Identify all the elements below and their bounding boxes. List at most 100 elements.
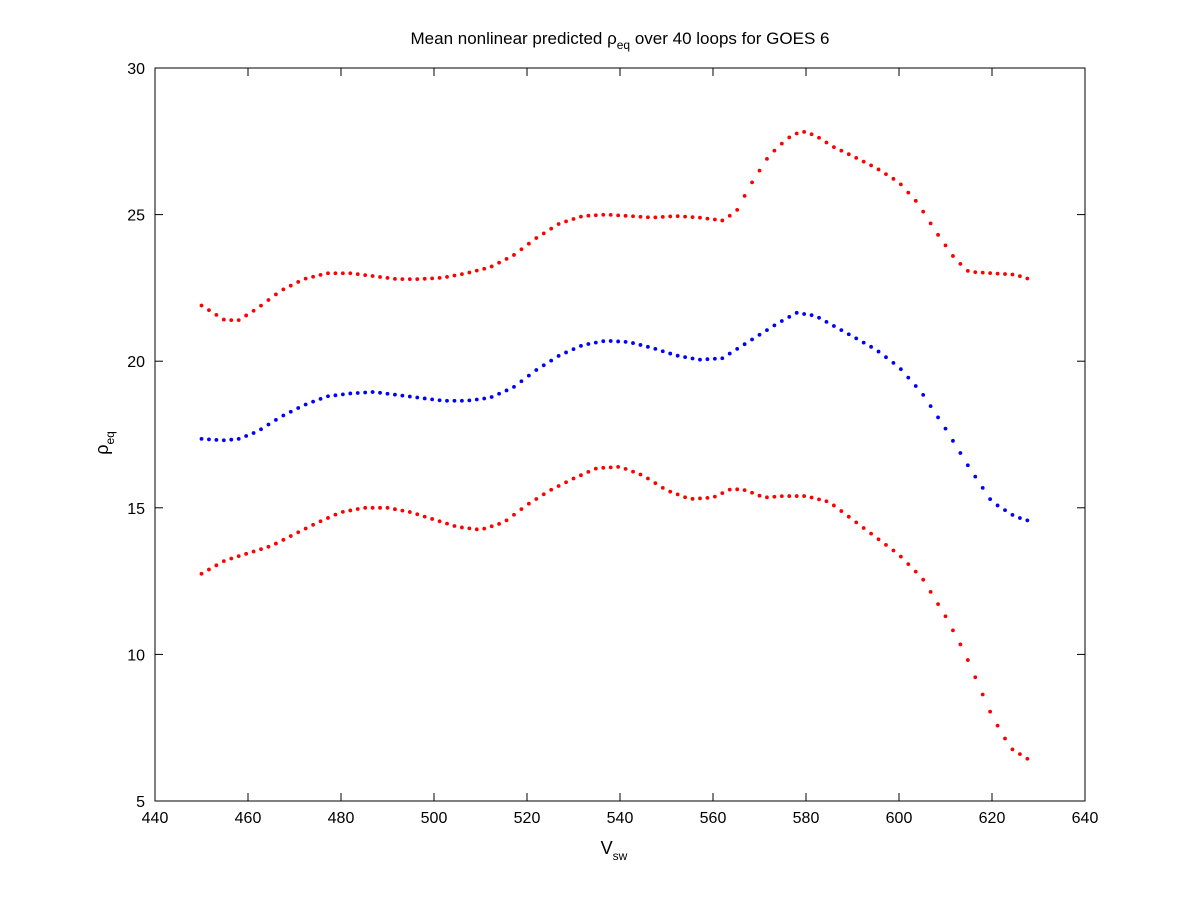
data-point-upper (474, 268, 479, 273)
data-point-lower (817, 497, 821, 502)
data-point-mean (846, 332, 851, 337)
data-point-mean (779, 319, 784, 323)
data-point-lower (898, 554, 903, 559)
data-point-upper (593, 213, 598, 218)
data-point-mean (311, 399, 315, 404)
data-point-lower (772, 494, 777, 499)
data-point-upper (415, 277, 420, 281)
data-point-lower (623, 466, 628, 471)
data-point-mean (869, 344, 873, 349)
data-point-mean (385, 391, 390, 396)
chart-title: Mean nonlinear predicted ρeq over 40 loo… (411, 29, 830, 52)
data-point-upper (437, 275, 442, 280)
data-point-lower (221, 559, 226, 563)
data-point-lower (1010, 747, 1015, 752)
data-point-upper (980, 270, 985, 275)
data-point-upper (690, 215, 695, 220)
data-point-upper (430, 276, 435, 281)
data-point-mean (378, 390, 382, 395)
data-point-mean (817, 315, 821, 320)
data-point-upper (601, 212, 606, 217)
data-point-mean (266, 422, 271, 427)
data-point-upper (303, 276, 308, 281)
data-point-mean (698, 357, 702, 362)
data-point-mean (898, 367, 903, 372)
data-point-mean (199, 437, 204, 441)
data-point-lower (571, 476, 576, 481)
data-point-lower (928, 589, 933, 594)
data-point-upper (698, 215, 702, 220)
data-point-upper (705, 216, 710, 221)
data-point-mean (638, 343, 643, 347)
data-point-upper (936, 232, 940, 237)
data-point-upper (482, 266, 487, 271)
data-point-upper (251, 308, 256, 313)
data-point-upper (393, 276, 397, 281)
data-point-upper (608, 212, 613, 217)
data-point-mean (980, 485, 985, 490)
data-point-lower (965, 658, 970, 662)
data-point-lower (765, 495, 769, 500)
data-point-mean (393, 392, 397, 397)
data-point-lower (1025, 756, 1030, 761)
data-point-mean (452, 398, 457, 403)
data-point-upper (326, 271, 330, 276)
data-point-lower (460, 525, 464, 530)
data-point-upper (712, 217, 717, 222)
data-point-lower (400, 508, 405, 513)
data-point-mean (653, 346, 658, 351)
data-point-upper (727, 213, 732, 218)
data-point-lower (601, 465, 606, 470)
data-point-upper (869, 163, 873, 168)
data-point-mean (467, 398, 472, 403)
y-axis-label-main: ρ (92, 445, 112, 455)
data-point-lower (802, 494, 807, 498)
data-point-mean (333, 393, 338, 398)
data-point-mean (259, 427, 263, 432)
data-point-lower (705, 495, 710, 500)
data-point-mean (1003, 508, 1007, 513)
data-point-lower (846, 514, 851, 519)
x-tick-label: 440 (142, 810, 169, 827)
data-point-lower (556, 484, 561, 488)
data-point-upper (779, 141, 784, 146)
series-lower (199, 464, 1030, 761)
data-point-upper (1025, 276, 1030, 281)
data-point-upper (422, 276, 427, 281)
data-point-lower (519, 507, 524, 511)
data-point-upper (504, 257, 509, 261)
data-point-lower (720, 491, 725, 496)
data-point-lower (207, 567, 211, 572)
data-point-upper (750, 180, 754, 185)
data-point-mean (660, 349, 665, 354)
data-point-upper (876, 167, 881, 172)
data-point-lower (1003, 736, 1007, 741)
data-point-mean (340, 392, 345, 397)
data-point-mean (683, 355, 687, 359)
y-axis-label-subscript: eq (103, 431, 117, 444)
data-point-mean (631, 341, 635, 345)
data-point-mean (742, 342, 747, 347)
marks-layer (199, 130, 1030, 761)
data-point-mean (579, 343, 583, 348)
data-point-lower (526, 501, 531, 506)
data-point-mean (571, 347, 576, 352)
data-point-upper (1010, 272, 1015, 277)
data-point-mean (288, 409, 293, 414)
data-point-lower (385, 505, 390, 510)
data-point-mean (497, 391, 501, 396)
data-point-lower (995, 723, 1000, 728)
data-point-lower (281, 537, 286, 542)
data-point-mean (832, 324, 836, 328)
data-point-lower (586, 470, 591, 474)
data-point-upper (407, 277, 412, 281)
data-point-lower (675, 492, 680, 497)
data-point-mean (757, 332, 762, 337)
data-point-upper (244, 313, 249, 318)
data-point-mean (437, 398, 442, 403)
data-point-lower (913, 569, 918, 574)
data-point-mean (690, 356, 695, 361)
data-point-lower (348, 508, 353, 513)
data-point-lower (668, 489, 673, 494)
